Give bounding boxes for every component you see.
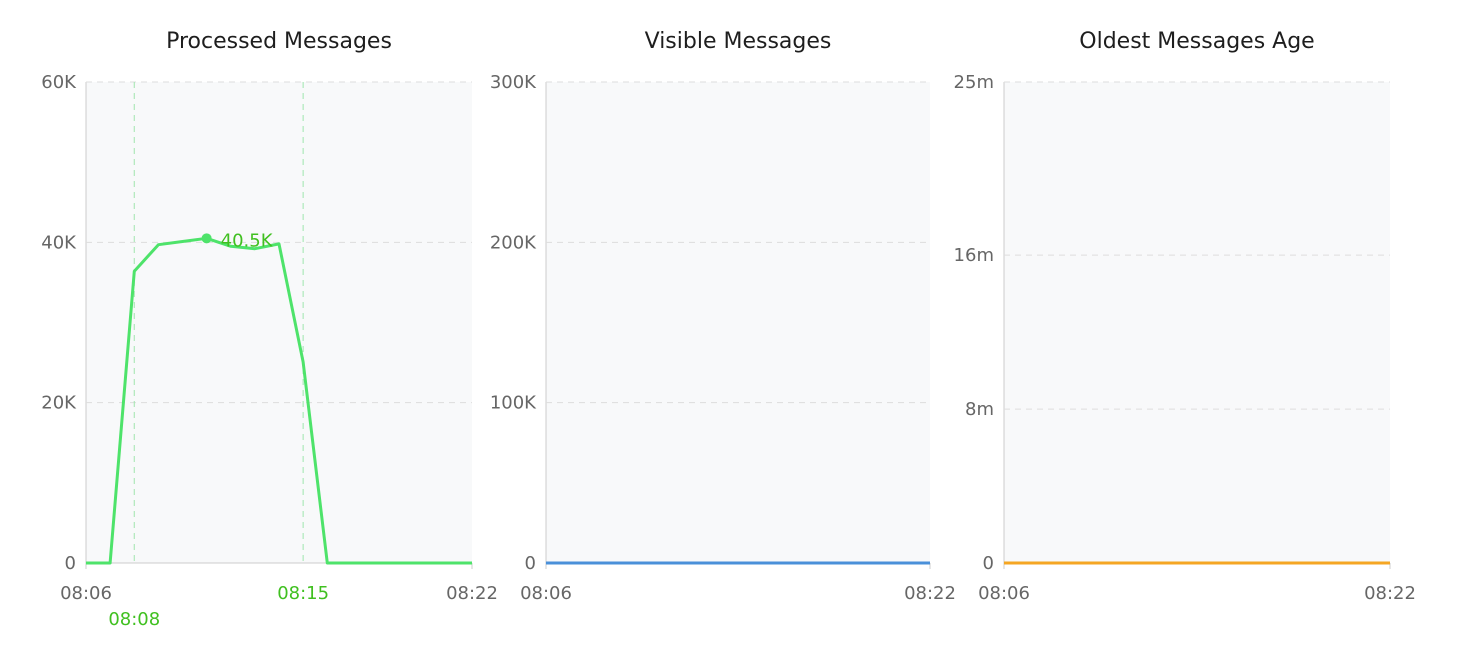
chart-title: Oldest Messages Age xyxy=(1079,29,1314,54)
x-tick-label: 08:22 xyxy=(1364,583,1416,604)
x-tick-label: 08:06 xyxy=(520,583,572,604)
chart-title: Visible Messages xyxy=(645,29,832,54)
plot-area xyxy=(546,82,930,563)
data-point[interactable] xyxy=(201,233,212,244)
y-tick-label: 200K xyxy=(490,232,537,253)
plot-area xyxy=(1004,82,1390,563)
y-tick-label: 8m xyxy=(965,399,994,420)
y-tick-label: 100K xyxy=(490,393,537,414)
series-line xyxy=(86,236,472,565)
chart-1: Processed Messages 0 20K 40K 60K 08:06 08:22 08… xyxy=(41,29,498,630)
y-tick-label: 0 xyxy=(983,553,994,574)
highlighted-x-tick-label: 08:15 xyxy=(277,583,329,604)
y-tick-label: 0 xyxy=(65,553,76,574)
y-tick-label: 40K xyxy=(41,232,77,253)
x-tick-label: 08:22 xyxy=(446,583,498,604)
y-tick-label: 300K xyxy=(490,72,537,93)
x-tick-label: 08:22 xyxy=(904,583,956,604)
x-tick-label: 08:06 xyxy=(978,583,1030,604)
x-tick-label: 08:06 xyxy=(60,583,112,604)
highlighted-x-tick-label: 08:08 xyxy=(108,609,160,630)
chart-3: Oldest Messages Age 0 8m 16m 25m 08:06 08:22 xyxy=(954,29,1416,604)
y-tick-label: 60K xyxy=(41,72,77,93)
plot-area xyxy=(86,82,472,563)
y-tick-label: 16m xyxy=(954,245,994,266)
data-label: 40.5K xyxy=(221,230,274,251)
y-tick-label: 20K xyxy=(41,393,77,414)
chart-2: Visible Messages 0 100K 200K 300K 08:06 08:22 xyxy=(490,29,956,604)
y-tick-label: 0 xyxy=(525,553,536,574)
y-tick-label: 25m xyxy=(954,72,994,93)
chart-title: Processed Messages xyxy=(166,29,392,54)
